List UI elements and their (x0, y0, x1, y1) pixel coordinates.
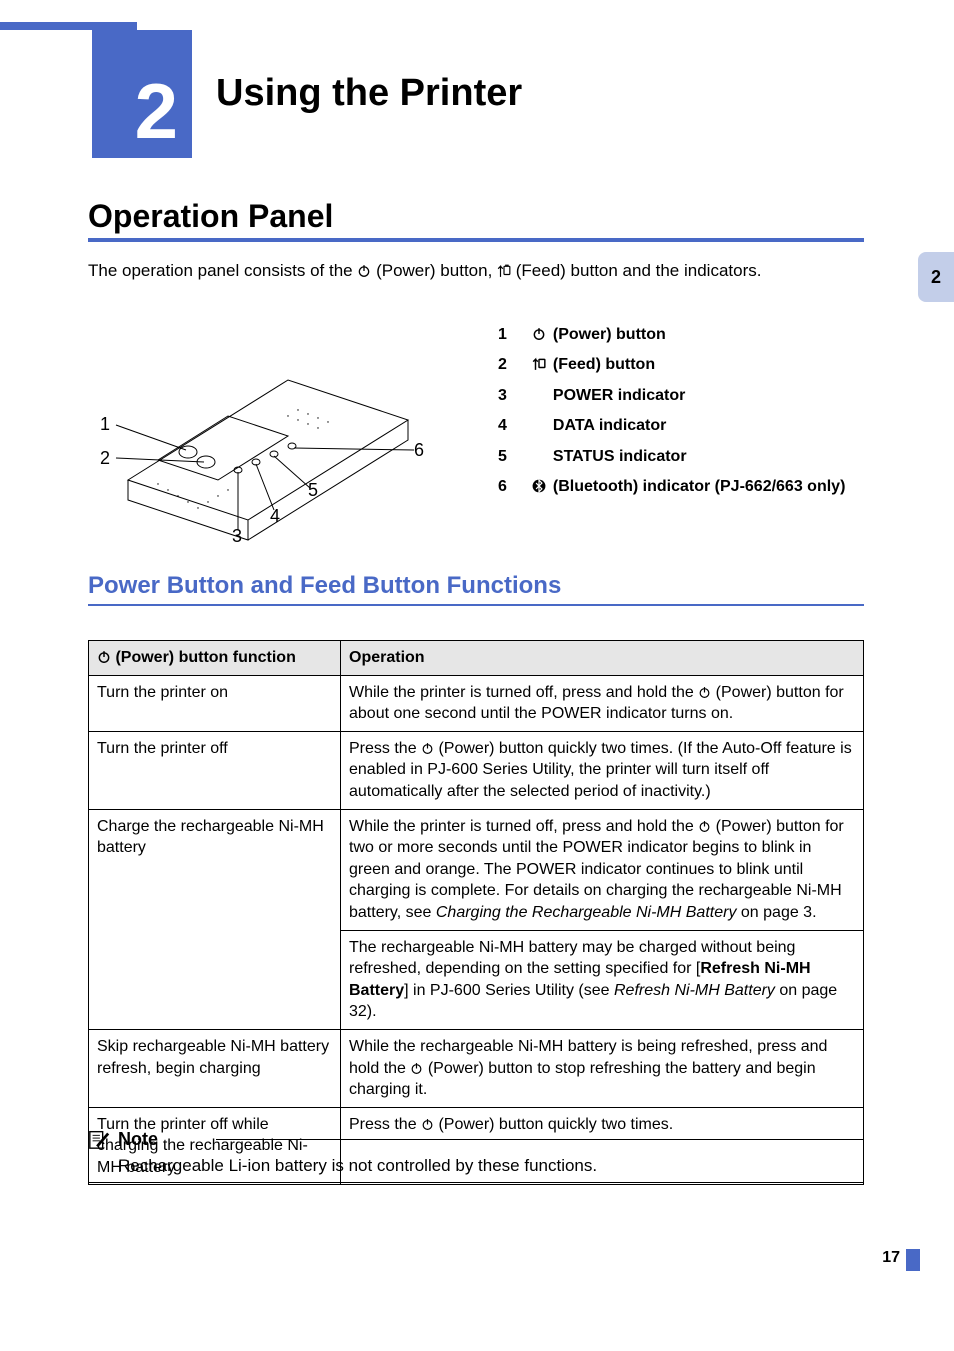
header-accent-bar (0, 22, 137, 30)
diagram-callout-5: 5 (308, 480, 318, 501)
table-cell-fn-empty (89, 930, 341, 1029)
section-heading-rule (88, 238, 864, 242)
legend-row-2: 2 (Feed) button (498, 350, 845, 380)
subsection-heading-rule (88, 604, 864, 606)
table-cell-op: While the rechargeable Ni-MH battery is … (341, 1029, 864, 1107)
note-label: Note (118, 1129, 158, 1150)
bluetooth-icon (530, 472, 548, 502)
legend-label-1: (Power) button (553, 326, 666, 343)
feed-icon (530, 350, 548, 380)
op-text: While the printer is turned off, press a… (349, 684, 698, 701)
power-icon (421, 742, 434, 755)
table-cell-op: While the printer is turned off, press a… (341, 675, 864, 731)
table-cell-fn: Charge the rechargeable Ni-MH battery (89, 809, 341, 930)
side-tab-number: 2 (931, 267, 941, 288)
note-icon (88, 1128, 110, 1150)
power-icon (698, 686, 711, 699)
diagram-callout-3: 3 (232, 526, 242, 547)
feed-icon (497, 264, 511, 278)
legend-label-4: DATA indicator (553, 417, 666, 434)
table-row: Turn the printer on While the printer is… (89, 675, 864, 731)
legend-row-5: 5 STATUS indicator (498, 442, 845, 472)
intro-text-b: (Power) button, (376, 261, 497, 280)
power-icon (410, 1062, 423, 1075)
op-link: Refresh Ni-MH Battery (614, 982, 775, 999)
table-row: Turn the printer off Press the (Power) b… (89, 731, 864, 809)
table-row: Charge the rechargeable Ni-MH battery Wh… (89, 809, 864, 930)
power-icon (698, 820, 711, 833)
note-body: Rechargeable Li-ion battery is not contr… (118, 1156, 864, 1176)
printer-diagram: 1 2 3 4 5 6 (88, 320, 428, 545)
page-corner-mark (906, 1249, 920, 1271)
note-header-row: Note (88, 1128, 864, 1150)
power-icon (97, 650, 111, 664)
printer-diagram-svg (88, 320, 428, 545)
table-cell-fn: Skip rechargeable Ni-MH battery refresh,… (89, 1029, 341, 1107)
diagram-callout-6: 6 (414, 440, 424, 461)
legend-num-3: 3 (498, 381, 526, 411)
diagram-callout-1: 1 (100, 414, 110, 435)
side-thumb-tab: 2 (918, 252, 954, 302)
diagram-callout-4: 4 (270, 506, 280, 527)
legend-row-4: 4 DATA indicator (498, 411, 845, 441)
power-icon (530, 320, 548, 350)
legend-label-6: (Bluetooth) indicator (PJ-662/663 only) (553, 478, 845, 495)
table-header-row: (Power) button function Operation (89, 641, 864, 676)
legend-num-6: 6 (498, 472, 526, 502)
table-cell-op: While the printer is turned off, press a… (341, 809, 864, 930)
table-header-left-text: (Power) button function (111, 649, 296, 666)
chapter-number-box: 2 (92, 30, 192, 158)
diagram-legend: 1 (Power) button 2 (Feed) button 3 POWER… (498, 320, 845, 502)
legend-row-3: 3 POWER indicator (498, 381, 845, 411)
note-box: Note Rechargeable Li-ion battery is not … (88, 1128, 864, 1183)
table-row: The rechargeable Ni-MH battery may be ch… (89, 930, 864, 1029)
op-link: Charging the Rechargeable Ni-MH Battery (436, 904, 737, 921)
legend-row-6: 6 (Bluetooth) indicator (PJ-662/663 only… (498, 472, 845, 502)
legend-num-1: 1 (498, 320, 526, 350)
op-text: Press the (349, 740, 421, 757)
chapter-number: 2 (135, 72, 178, 150)
legend-label-5: STATUS indicator (553, 448, 687, 465)
table-header-function: (Power) button function (89, 641, 341, 676)
table-header-operation: Operation (341, 641, 864, 676)
intro-paragraph: The operation panel consists of the (Pow… (88, 258, 864, 284)
table-row: Skip rechargeable Ni-MH battery refresh,… (89, 1029, 864, 1107)
op-text: While the printer is turned off, press a… (349, 818, 698, 835)
note-rule-bottom (88, 1182, 864, 1183)
op-text: on page 3. (736, 904, 816, 921)
table-cell-fn: Turn the printer off (89, 731, 341, 809)
legend-num-5: 5 (498, 442, 526, 472)
table-cell-op: Press the (Power) button quickly two tim… (341, 731, 864, 809)
note-rule-top (216, 1139, 864, 1140)
legend-num-4: 4 (498, 411, 526, 441)
subsection-heading-functions: Power Button and Feed Button Functions (88, 572, 561, 600)
legend-label-2: (Feed) button (553, 356, 655, 373)
power-icon (357, 264, 371, 278)
note-header-lead: Note (88, 1128, 204, 1150)
table-cell-fn: Turn the printer on (89, 675, 341, 731)
section-heading-operation-panel: Operation Panel (88, 198, 333, 235)
diagram-callout-2: 2 (100, 448, 110, 469)
page-number: 17 (882, 1249, 900, 1267)
op-text: ] in PJ-600 Series Utility (see (404, 982, 614, 999)
intro-text-a: The operation panel consists of the (88, 261, 357, 280)
legend-num-2: 2 (498, 350, 526, 380)
legend-row-1: 1 (Power) button (498, 320, 845, 350)
chapter-title: Using the Printer (216, 72, 522, 115)
intro-text-c: (Feed) button and the indicators. (516, 261, 762, 280)
legend-label-3: POWER indicator (553, 387, 685, 404)
functions-table: (Power) button function Operation Turn t… (88, 640, 864, 1185)
table-cell-op: The rechargeable Ni-MH battery may be ch… (341, 930, 864, 1029)
